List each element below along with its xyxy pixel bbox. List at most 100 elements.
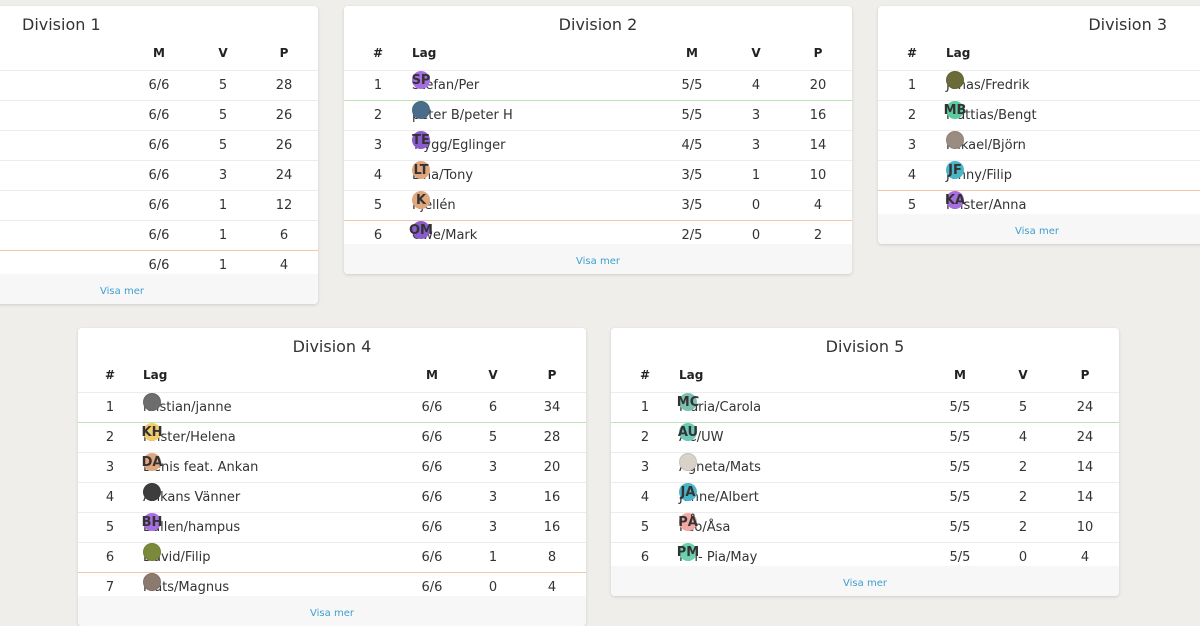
team-link[interactable]: Krister/Anna (946, 198, 1027, 213)
cell-rank: 6 (640, 550, 650, 565)
cell-p: 10 (809, 168, 827, 183)
avatar: K (412, 191, 430, 209)
team-link[interactable]: Denis feat. Ankan (143, 460, 259, 475)
table-row[interactable]: 6 David/Filip 6/6 1 8 (78, 542, 586, 572)
avatar (679, 453, 697, 471)
cell-rank: 2 (105, 430, 115, 445)
team-link[interactable]: PM- Pia/May (679, 550, 758, 565)
table-row[interactable]: 2 MB Mattias/Bengt (878, 100, 1200, 130)
team-link[interactable]: Mats/Magnus (143, 580, 230, 595)
cell-rank: 5 (640, 520, 650, 535)
team-link[interactable]: Bullen/hampus (143, 520, 241, 535)
team-link[interactable]: peter B/peter H (412, 108, 513, 123)
cell-v: 5 (1018, 400, 1028, 415)
cell-team: SP Stefan/Per (412, 71, 479, 100)
avatar: LT (412, 161, 430, 179)
cell-team: LT Lina/Tony (412, 161, 473, 190)
table-row[interactable]: 6/6 3 24 (0, 160, 318, 190)
cell-team: K Kjellén (412, 191, 456, 220)
table-row[interactable]: 3 DA Denis feat. Ankan 6/6 3 20 (78, 452, 586, 482)
table-row[interactable]: 4 LT Lina/Tony 3/5 1 10 (344, 160, 852, 190)
table-row[interactable]: 1 kristian/janne 6/6 6 34 (78, 392, 586, 422)
table-row[interactable]: 1 SP Stefan/Per 5/5 4 20 (344, 70, 852, 100)
show-more-link[interactable]: Visa mer (843, 578, 887, 589)
team-link[interactable]: Ankans Vänner (143, 490, 241, 505)
table-row[interactable]: 5 PÅ Peo/Åsa 5/5 2 10 (611, 512, 1119, 542)
cell-m: 5/5 (949, 400, 971, 415)
table-row[interactable]: 6/6 5 26 (0, 130, 318, 160)
table-header: # Lag M V P (611, 362, 1119, 392)
table-row[interactable]: 6 PM PM- Pia/May 5/5 0 4 (611, 542, 1119, 572)
cell-p: 8 (547, 550, 557, 565)
cell-m: 6/6 (148, 138, 170, 153)
table-header: # Lag M V P (78, 362, 586, 392)
show-more-link[interactable]: Visa mer (100, 286, 144, 297)
team-link[interactable]: kristian/janne (143, 400, 232, 415)
col-rank: # (639, 368, 651, 382)
cell-m: 5/5 (681, 78, 703, 93)
show-more-link[interactable]: Visa mer (1015, 226, 1059, 237)
table-row[interactable]: 6/6 1 4 (0, 250, 318, 280)
table-row[interactable]: 4 JF Jonny/Filip (878, 160, 1200, 190)
col-rank: # (906, 46, 918, 60)
table-row[interactable]: 6/6 5 26 (0, 100, 318, 130)
cell-v: 5 (218, 108, 228, 123)
show-more-link[interactable]: Visa mer (576, 256, 620, 267)
table-row[interactable]: 6/6 5 28 (0, 70, 318, 100)
cell-v: 3 (218, 168, 228, 183)
cell-team: PM PM- Pia/May (677, 543, 758, 572)
team-link[interactable]: Mikael/Björn (946, 138, 1026, 153)
cell-team: BH Bullen/hampus (142, 513, 241, 542)
table-row[interactable]: 6/6 1 12 (0, 190, 318, 220)
table-row[interactable]: 5 BH Bullen/hampus 6/6 3 16 (78, 512, 586, 542)
team-link[interactable]: Agneta/Mats (679, 460, 761, 475)
col-team: Lag (412, 46, 437, 60)
table-row[interactable]: 4 JA Janne/Albert 5/5 2 14 (611, 482, 1119, 512)
table-row[interactable]: 6 OM Owe/Mark 2/5 0 2 (344, 220, 852, 250)
cell-p: 4 (813, 198, 823, 213)
cell-team: MC Maria/Carola (677, 393, 762, 422)
team-link[interactable]: Trygg/Eglinger (412, 138, 506, 153)
cell-v: 1 (751, 168, 761, 183)
table-row[interactable]: 5 KA Krister/Anna (878, 190, 1200, 220)
table-row[interactable]: 4 Ankans Vänner 6/6 3 16 (78, 482, 586, 512)
cell-m: 5/5 (949, 550, 971, 565)
table-row[interactable]: 6/6 1 6 (0, 220, 318, 250)
avatar: SP (411, 71, 431, 89)
col-team: Lag (143, 368, 168, 382)
team-link[interactable]: Krister/Helena (143, 430, 236, 445)
cell-v: 5 (218, 78, 228, 93)
show-more-link[interactable]: Visa mer (310, 608, 354, 619)
team-link[interactable]: Janne/Albert (679, 490, 759, 505)
col-v: V (488, 368, 498, 382)
table-row[interactable]: 3 TE Trygg/Eglinger 4/5 3 14 (344, 130, 852, 160)
table-row[interactable]: 1 Jonas/Fredrik (878, 70, 1200, 100)
table-row[interactable]: 5 K Kjellén 3/5 0 4 (344, 190, 852, 220)
team-link[interactable]: Maria/Carola (679, 400, 762, 415)
table-row[interactable]: 3 Agneta/Mats 5/5 2 14 (611, 452, 1119, 482)
cell-m: 2/5 (681, 228, 703, 243)
cell-m: 5/5 (681, 108, 703, 123)
cell-rank: 4 (105, 490, 115, 505)
table-row[interactable]: 2 AU AC/UW 5/5 4 24 (611, 422, 1119, 452)
cell-p: 16 (543, 520, 561, 535)
table-row[interactable]: 1 MC Maria/Carola 5/5 5 24 (611, 392, 1119, 422)
table-row[interactable]: 2 KH Krister/Helena 6/6 5 28 (78, 422, 586, 452)
cell-rank: 6 (105, 550, 115, 565)
cell-team: Ankans Vänner (143, 483, 240, 512)
table-row[interactable]: 3 Mikael/Björn (878, 130, 1200, 160)
cell-p: 14 (1076, 490, 1094, 505)
team-link[interactable]: Mattias/Bengt (946, 108, 1037, 123)
cell-m: 6/6 (421, 460, 443, 475)
table-header: # Lag M V P (344, 40, 852, 70)
division-title: Division 4 (292, 337, 372, 356)
cell-team: DA Denis feat. Ankan (142, 453, 259, 482)
team-link[interactable]: Jonas/Fredrik (946, 78, 1030, 93)
avatar: JA (679, 483, 697, 501)
cell-team: AU AC/UW (678, 423, 724, 452)
table-row[interactable]: 2 peter B/peter H 5/5 3 16 (344, 100, 852, 130)
cell-m: 6/6 (148, 78, 170, 93)
show-more-bar: Visa mer (344, 244, 852, 274)
table-row[interactable]: 7 Mats/Magnus 6/6 0 4 (78, 572, 586, 602)
cell-rank: 3 (373, 138, 383, 153)
